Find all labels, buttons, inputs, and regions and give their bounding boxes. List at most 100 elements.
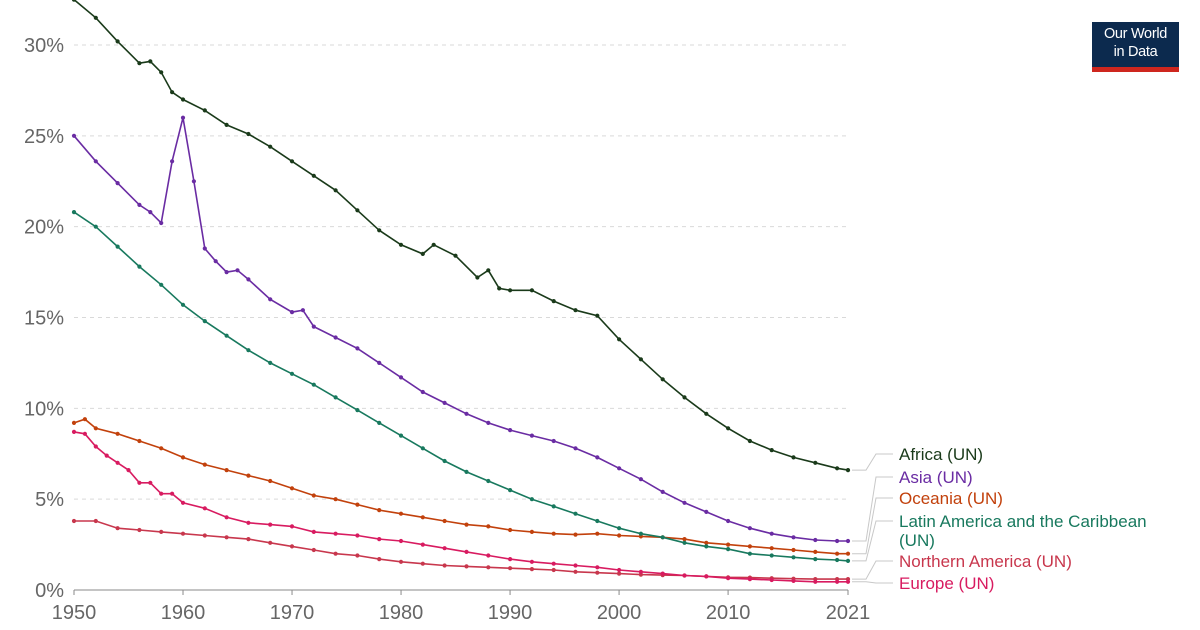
data-point <box>289 544 295 549</box>
data-point <box>246 520 251 525</box>
data-point <box>529 567 535 572</box>
data-point <box>420 515 425 520</box>
data-point <box>573 446 578 451</box>
data-point <box>617 533 622 538</box>
data-point <box>311 382 316 387</box>
data-point <box>508 488 513 493</box>
data-point <box>148 59 153 64</box>
x-tick-label: 1950 <box>52 602 97 624</box>
logo-line-1: Our World <box>1103 26 1168 42</box>
data-point <box>398 559 404 564</box>
data-point <box>170 159 175 164</box>
y-tick-label: 15% <box>24 308 64 330</box>
axes: 0% 5% 10% 15% 20% 25% 30% 1950 1960 1970 1980 1990 2… <box>24 35 870 624</box>
data-point <box>213 259 218 264</box>
data-point <box>289 371 295 376</box>
series-0[interactable] <box>71 0 851 473</box>
data-point <box>398 242 404 247</box>
data-point <box>835 557 840 563</box>
data-point <box>682 540 687 545</box>
series-line[interactable] <box>73 0 849 471</box>
data-point <box>486 565 491 570</box>
y-tick-label: 10% <box>24 398 64 420</box>
data-point <box>769 577 774 583</box>
data-point <box>704 509 709 514</box>
series-line[interactable] <box>73 418 848 555</box>
data-point <box>704 411 709 416</box>
data-point <box>180 97 186 102</box>
data-point <box>726 518 731 524</box>
data-point <box>573 569 578 574</box>
data-point <box>497 286 502 291</box>
data-point <box>464 469 469 474</box>
data-point <box>93 518 98 524</box>
data-point <box>115 526 120 531</box>
data-point <box>835 538 840 544</box>
data-point <box>529 529 535 535</box>
series-2[interactable] <box>71 417 851 556</box>
series-line[interactable] <box>73 211 849 562</box>
data-point <box>300 308 305 313</box>
data-point <box>268 478 273 484</box>
data-point <box>464 564 469 569</box>
data-point <box>180 302 186 307</box>
data-point <box>333 335 338 340</box>
series-5[interactable] <box>71 429 851 584</box>
legend-label[interactable]: Europe (UN) <box>899 574 994 593</box>
data-point <box>71 420 77 425</box>
series-line[interactable] <box>73 431 848 583</box>
legend-label[interactable]: Oceania (UN) <box>899 489 1003 508</box>
data-point <box>202 506 207 511</box>
data-point <box>486 524 491 529</box>
legend-label[interactable]: Africa (UN) <box>899 445 983 464</box>
data-point <box>791 455 796 460</box>
legend-label[interactable]: Latin America and the Caribbean (UN) <box>899 512 1147 550</box>
data-point <box>311 529 316 535</box>
data-point <box>398 375 404 380</box>
data-point <box>159 282 164 287</box>
data-point <box>595 531 600 536</box>
data-point <box>126 468 131 473</box>
data-point <box>529 559 535 564</box>
data-point <box>71 210 77 215</box>
data-point <box>769 546 774 551</box>
data-point <box>660 377 665 382</box>
series-line[interactable] <box>73 117 848 542</box>
data-point <box>289 486 295 491</box>
data-point <box>180 455 186 460</box>
data-point <box>769 531 774 536</box>
data-point <box>289 310 295 315</box>
data-point <box>682 500 687 505</box>
series-1[interactable] <box>71 115 851 544</box>
data-point <box>747 438 753 444</box>
data-point <box>224 515 229 520</box>
legend-connector <box>852 497 893 555</box>
data-point <box>355 553 360 558</box>
data-point <box>235 268 240 273</box>
data-point <box>791 535 796 540</box>
data-point <box>137 480 142 485</box>
data-point <box>93 444 98 449</box>
owid-logo[interactable]: Our World in Data <box>1092 22 1179 72</box>
data-point <box>617 571 622 576</box>
legend-label[interactable]: Northern America (UN) <box>899 552 1072 571</box>
legend-label[interactable]: Asia (UN) <box>899 468 973 487</box>
data-point <box>682 537 687 542</box>
data-point <box>508 557 513 562</box>
data-point <box>464 549 469 555</box>
y-tick-label: 20% <box>24 217 64 239</box>
data-point <box>115 431 120 436</box>
data-point <box>148 210 153 215</box>
data-point <box>726 426 731 431</box>
data-point <box>791 578 796 584</box>
data-point <box>442 458 447 464</box>
x-tick-label: 2010 <box>706 602 751 624</box>
data-point <box>115 460 120 465</box>
data-point <box>747 577 753 582</box>
data-point <box>398 433 404 438</box>
data-point <box>813 557 818 562</box>
data-point <box>355 408 360 413</box>
data-point <box>202 319 207 324</box>
series-3[interactable] <box>71 210 851 564</box>
data-point <box>551 561 556 566</box>
